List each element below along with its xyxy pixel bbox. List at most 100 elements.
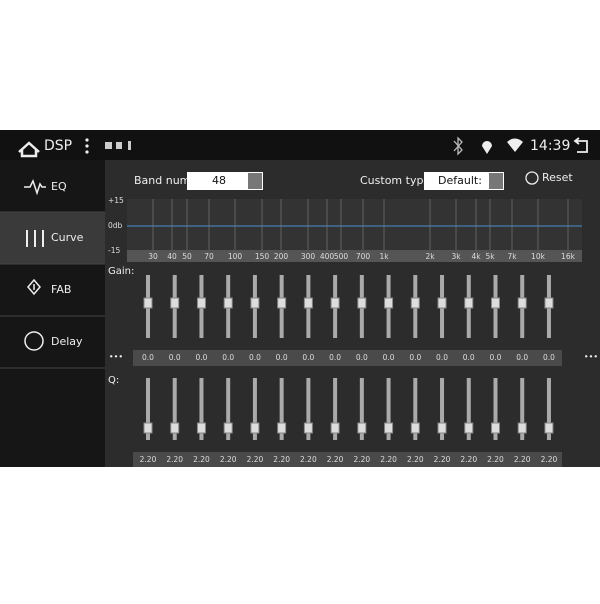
- q-slider-track: [466, 378, 471, 440]
- gain-slider-knob[interactable]: [490, 297, 500, 309]
- q-value: 2.20: [460, 455, 477, 464]
- gain-slider-knob[interactable]: [223, 297, 233, 309]
- q-value-bar: [133, 452, 562, 467]
- freq-label: 700: [356, 252, 371, 261]
- q-slider-track: [172, 378, 177, 440]
- back-icon[interactable]: [573, 137, 588, 153]
- q-slider-knob[interactable]: [170, 422, 180, 434]
- bluetooth-icon: [453, 136, 463, 156]
- q-slider-track: [546, 378, 551, 440]
- q-slider-knob[interactable]: [143, 422, 153, 434]
- gain-slider-knob[interactable]: [250, 297, 260, 309]
- gain-slider-knob[interactable]: [277, 297, 287, 309]
- gain-value: 0.0: [222, 353, 234, 362]
- gain-value: 0.0: [383, 353, 395, 362]
- q-slider-knob[interactable]: [437, 422, 447, 434]
- q-value: 2.20: [407, 455, 424, 464]
- freq-label: 400: [320, 252, 335, 261]
- freq-label: 10k: [531, 252, 546, 261]
- gain-slider-knob[interactable]: [196, 297, 206, 309]
- fab-icon: [27, 278, 41, 296]
- gain-value: 0.0: [516, 353, 528, 362]
- sidebar-item[interactable]: EQ: [51, 180, 67, 193]
- gain-value: 0.0: [249, 353, 261, 362]
- q-slider-knob[interactable]: [196, 422, 206, 434]
- gain-slider-knob[interactable]: [170, 297, 180, 309]
- freq-label: 16k: [561, 252, 576, 261]
- q-value: 2.20: [273, 455, 290, 464]
- gain-slider-knob[interactable]: [357, 297, 367, 309]
- freq-label: 500: [334, 252, 349, 261]
- q-slider-knob[interactable]: [464, 422, 474, 434]
- q-slider-knob[interactable]: [410, 422, 420, 434]
- type-label: Custom type:: [360, 174, 434, 187]
- type-select[interactable]: [424, 172, 504, 190]
- gain-value: 0.0: [142, 353, 154, 362]
- q-value: 2.20: [380, 455, 397, 464]
- menu-icon[interactable]: [85, 138, 89, 154]
- q-slider-knob[interactable]: [384, 422, 394, 434]
- sidebar-item[interactable]: Curve: [51, 231, 84, 244]
- q-slider-knob[interactable]: [490, 422, 500, 434]
- freq-label: 70: [204, 252, 214, 261]
- dropdown-arrow: [248, 173, 262, 189]
- q-slider-knob[interactable]: [277, 422, 287, 434]
- more-left[interactable]: •••: [109, 353, 123, 362]
- q-slider-track: [226, 378, 231, 440]
- reset-icon[interactable]: [525, 171, 539, 185]
- q-value: 2.20: [300, 455, 317, 464]
- gain-slider-knob[interactable]: [384, 297, 394, 309]
- q-slider-track: [359, 378, 364, 440]
- gain-slider-knob[interactable]: [143, 297, 153, 309]
- gain-value: 0.0: [463, 353, 475, 362]
- q-slider-track: [146, 378, 150, 440]
- q-value: 2.20: [514, 455, 531, 464]
- sidebar-item[interactable]: FAB: [51, 283, 71, 296]
- freq-label: 50: [182, 252, 192, 261]
- q-slider-knob[interactable]: [357, 422, 367, 434]
- q-value: 2.20: [541, 455, 558, 464]
- q-slider-knob[interactable]: [303, 422, 313, 434]
- q-slider-knob[interactable]: [223, 422, 233, 434]
- freq-label: 40: [167, 252, 177, 261]
- q-value: 2.20: [327, 455, 344, 464]
- q-slider-knob[interactable]: [544, 422, 554, 434]
- q-value: 2.20: [434, 455, 451, 464]
- sidebar-dividers: [0, 211, 105, 369]
- home-icon[interactable]: [18, 141, 40, 158]
- q-slider-knob[interactable]: [517, 422, 527, 434]
- type-value: Default:: [438, 174, 482, 187]
- gain-value: 0.0: [409, 353, 421, 362]
- gain-slider-knob[interactable]: [517, 297, 527, 309]
- gain-label: Gain:: [108, 266, 134, 277]
- freq-label: 30: [148, 252, 158, 261]
- gain-slider-knob[interactable]: [544, 297, 554, 309]
- q-value: 2.20: [247, 455, 264, 464]
- q-slider-knob[interactable]: [250, 422, 260, 434]
- reset-button[interactable]: Reset: [542, 171, 573, 184]
- gain-slider-knob[interactable]: [303, 297, 313, 309]
- band-select[interactable]: [187, 172, 263, 190]
- gain-slider-knob[interactable]: [410, 297, 420, 309]
- q-value: 2.20: [166, 455, 183, 464]
- q-slider-track: [279, 378, 284, 440]
- q-slider-knob[interactable]: [330, 422, 340, 434]
- gain-slider-knob[interactable]: [464, 297, 474, 309]
- gain-slider-knob[interactable]: [330, 297, 340, 309]
- notification-icons: [105, 141, 131, 150]
- gain-slider-knob[interactable]: [437, 297, 447, 309]
- delay-icon: [24, 331, 44, 351]
- q-slider-track: [252, 378, 257, 440]
- more-right[interactable]: •••: [584, 353, 598, 362]
- freq-axis: [127, 250, 582, 262]
- gain-value: 0.0: [302, 353, 314, 362]
- freq-label: 200: [274, 252, 289, 261]
- wifi-icon: [507, 138, 523, 152]
- q-slider-track: [333, 378, 338, 440]
- app-title: DSP: [44, 138, 72, 154]
- dropdown-arrow: [489, 173, 503, 189]
- gain-value: 0.0: [490, 353, 502, 362]
- sidebar-item[interactable]: Delay: [51, 335, 83, 348]
